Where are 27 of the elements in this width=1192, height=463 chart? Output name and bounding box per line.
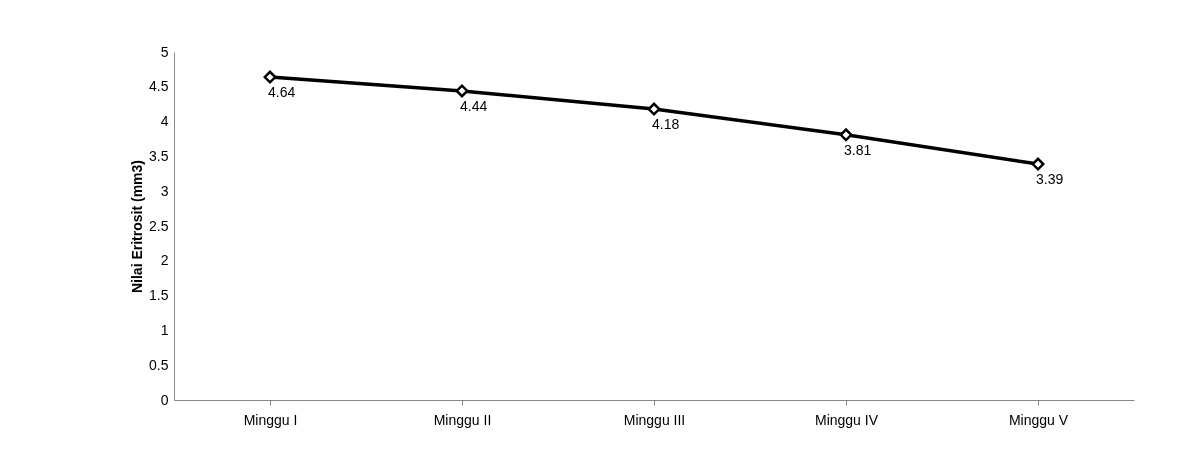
- x-tick-label: Minggu IV: [814, 411, 879, 428]
- y-axis-title: Nilai Eritrosit (mm3): [129, 159, 146, 294]
- y-tick-label: 0: [160, 391, 169, 408]
- point: [839, 128, 853, 142]
- y-tick-label: 4: [160, 113, 169, 130]
- y-tick-label: 3: [160, 182, 169, 199]
- point: [647, 102, 661, 116]
- x-tick-label: Minggu V: [1008, 411, 1069, 428]
- data-label: 4.64: [268, 84, 296, 101]
- y-tick-label: 2: [160, 252, 169, 269]
- y-tick-label: 3.5: [149, 147, 169, 164]
- point: [1031, 157, 1045, 171]
- data-label: 3.39: [1036, 171, 1064, 188]
- x-tick-label: Minggu I: [243, 411, 298, 428]
- data-label: 4.18: [652, 116, 680, 133]
- y-tick-label: 4.5: [149, 78, 169, 95]
- y-tick-label: 5: [160, 43, 169, 60]
- point: [263, 70, 277, 84]
- y-tick-label: 1: [160, 321, 169, 338]
- y-tick-label: 1.5: [149, 287, 169, 304]
- x-tick-label: Minggu III: [623, 411, 686, 428]
- y-tick-label: 2.5: [149, 217, 169, 234]
- x-tick-label: Minggu II: [433, 411, 492, 428]
- point: [455, 84, 469, 98]
- data-label: 3.81: [844, 141, 872, 158]
- data-label: 4.44: [460, 97, 488, 114]
- y-tick-label: 0.5: [149, 356, 169, 373]
